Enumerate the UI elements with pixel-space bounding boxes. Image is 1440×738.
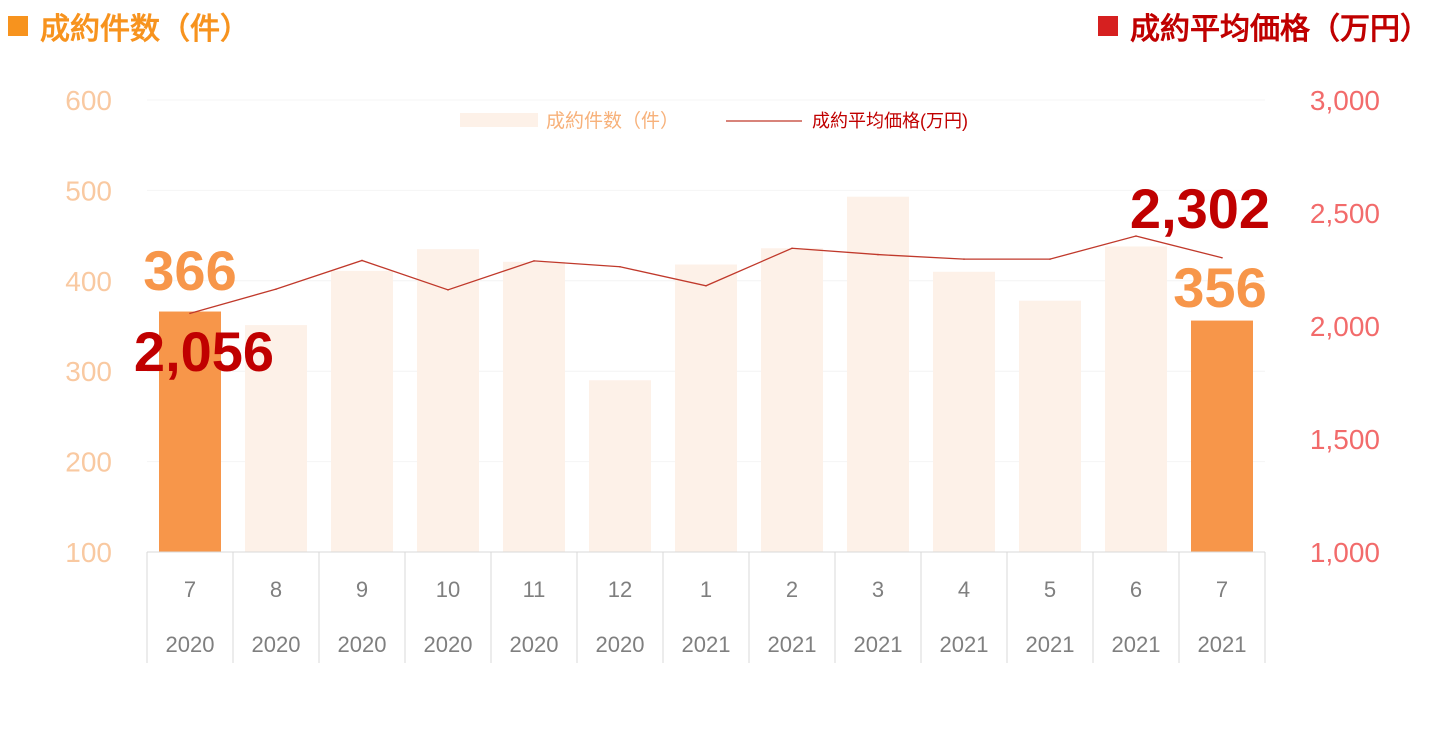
- month-label: 9: [356, 577, 368, 602]
- year-label: 2021: [1026, 632, 1075, 657]
- price-legend-square: [1098, 16, 1118, 36]
- annotations: 366 2,056 2,302 356: [134, 177, 1270, 383]
- year-label: 2020: [424, 632, 473, 657]
- price-point: [877, 253, 879, 256]
- count-bar: [847, 196, 909, 552]
- month-label: 4: [958, 577, 970, 602]
- price-point: [447, 289, 449, 291]
- month-label: 11: [523, 577, 546, 602]
- price-point: [361, 259, 363, 262]
- left-tick-label: 200: [65, 447, 112, 478]
- count-last-label: 356: [1173, 256, 1266, 319]
- price-point: [1049, 258, 1051, 260]
- price-point: [1135, 235, 1137, 237]
- count-bar: [245, 325, 307, 552]
- month-label: 5: [1044, 577, 1056, 602]
- price-point: [189, 312, 191, 315]
- month-label: 3: [872, 577, 884, 602]
- month-label: 1: [700, 577, 712, 602]
- count-bar: [1105, 246, 1167, 552]
- left-tick-label: 400: [65, 266, 112, 297]
- price-point: [963, 258, 965, 260]
- left-tick-label: 500: [65, 175, 112, 206]
- price-point: [1221, 256, 1223, 259]
- count-axis-title: 成約件数（件）: [8, 4, 250, 48]
- count-bar: [503, 261, 565, 552]
- count-bar: [159, 311, 221, 552]
- right-tick-label: 2,000: [1310, 311, 1380, 342]
- count-bar: [675, 264, 737, 552]
- left-tick-label: 300: [65, 356, 112, 387]
- price-point: [275, 288, 277, 290]
- count-bar: [589, 380, 651, 552]
- price-point: [791, 247, 793, 250]
- count-bar: [1191, 320, 1253, 552]
- year-label: 2020: [596, 632, 645, 657]
- year-label: 2020: [166, 632, 215, 657]
- category-table: 7 2020 8 2020 9 2020 10 2020 11 2020 12 2020 1 2021 2 2…: [146, 551, 1266, 663]
- count-first-label: 366: [143, 239, 236, 302]
- month-label: 2: [786, 577, 798, 602]
- left-tick-label: 600: [65, 85, 112, 116]
- count-bar: [331, 270, 393, 552]
- left-tick-label: 100: [65, 537, 112, 568]
- month-label: 7: [1216, 577, 1228, 602]
- month-label: 7: [184, 577, 196, 602]
- price-line: [189, 235, 1223, 315]
- count-axis-title-text: 成約件数（件）: [40, 13, 250, 46]
- right-tick-label: 1,500: [1310, 424, 1380, 455]
- year-label: 2021: [1112, 632, 1161, 657]
- count-legend-square: [8, 16, 28, 36]
- year-label: 2021: [940, 632, 989, 657]
- year-label: 2021: [854, 632, 903, 657]
- price-point: [533, 260, 535, 262]
- year-label: 2021: [1198, 632, 1247, 657]
- year-label: 2020: [252, 632, 301, 657]
- price-point: [705, 284, 707, 287]
- legend-count-swatch: [460, 113, 538, 127]
- month-label: 8: [270, 577, 282, 602]
- count-bar: [761, 248, 823, 553]
- year-label: 2021: [768, 632, 817, 657]
- year-label: 2020: [510, 632, 559, 657]
- right-tick-label: 2,500: [1310, 198, 1380, 229]
- legend[interactable]: 成約件数（件） 成約平均価格(万円): [460, 110, 968, 132]
- price-first-label: 2,056: [134, 320, 274, 383]
- legend-count-label: 成約件数（件）: [546, 110, 679, 132]
- year-label: 2020: [338, 632, 387, 657]
- right-tick-label: 3,000: [1310, 85, 1380, 116]
- legend-price-label: 成約平均価格(万円): [812, 111, 968, 131]
- count-bar: [933, 271, 995, 552]
- year-label: 2021: [682, 632, 731, 657]
- month-label: 6: [1130, 577, 1142, 602]
- month-label: 12: [608, 577, 632, 602]
- price-last-label: 2,302: [1130, 177, 1270, 240]
- price-point: [619, 265, 621, 268]
- count-bar: [1019, 300, 1081, 552]
- right-tick-label: 1,000: [1310, 537, 1380, 568]
- bars: [159, 196, 1253, 553]
- price-axis-title-text: 成約平均価格（万円）: [1130, 13, 1430, 46]
- axis-ticks: 100 200 300 400 500 600 1,000 1,500 2,000 2,500 3,…: [65, 85, 1380, 568]
- price-axis-title: 成約平均価格（万円）: [1098, 4, 1430, 48]
- count-bar: [417, 249, 479, 552]
- month-label: 10: [436, 577, 460, 602]
